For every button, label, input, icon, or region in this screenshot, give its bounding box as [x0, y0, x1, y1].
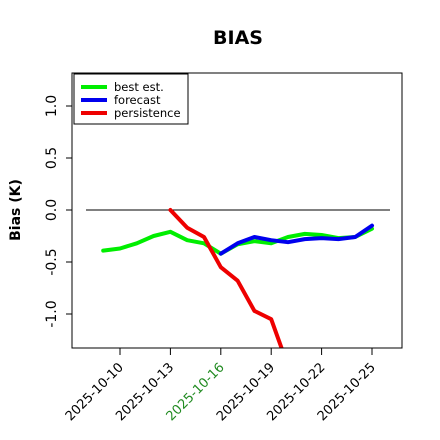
- legend-label: persistence: [114, 106, 181, 120]
- chart-title: BIAS: [213, 27, 263, 49]
- plot-frame: [71, 72, 403, 349]
- series-line-forecast: [218, 223, 374, 256]
- y-tick-label: -0.5: [44, 248, 60, 275]
- y-tick-label: 0.0: [44, 199, 60, 221]
- y-tick-label: -1.0: [44, 300, 60, 327]
- series-layer: [101, 208, 374, 348]
- legend-label: best est.: [114, 80, 164, 94]
- y-ticks: -1.0 -0.5 0.0 0.5 1.0: [44, 95, 72, 328]
- y-tick-label: 1.0: [44, 95, 60, 117]
- y-axis-label: Bias (K): [8, 179, 24, 241]
- y-tick-label: 0.5: [44, 147, 60, 169]
- x-ticks: 2025-10-102025-10-132025-10-162025-10-19…: [63, 348, 379, 424]
- series-line-persistence: [168, 208, 284, 348]
- legend-label: forecast: [114, 93, 161, 107]
